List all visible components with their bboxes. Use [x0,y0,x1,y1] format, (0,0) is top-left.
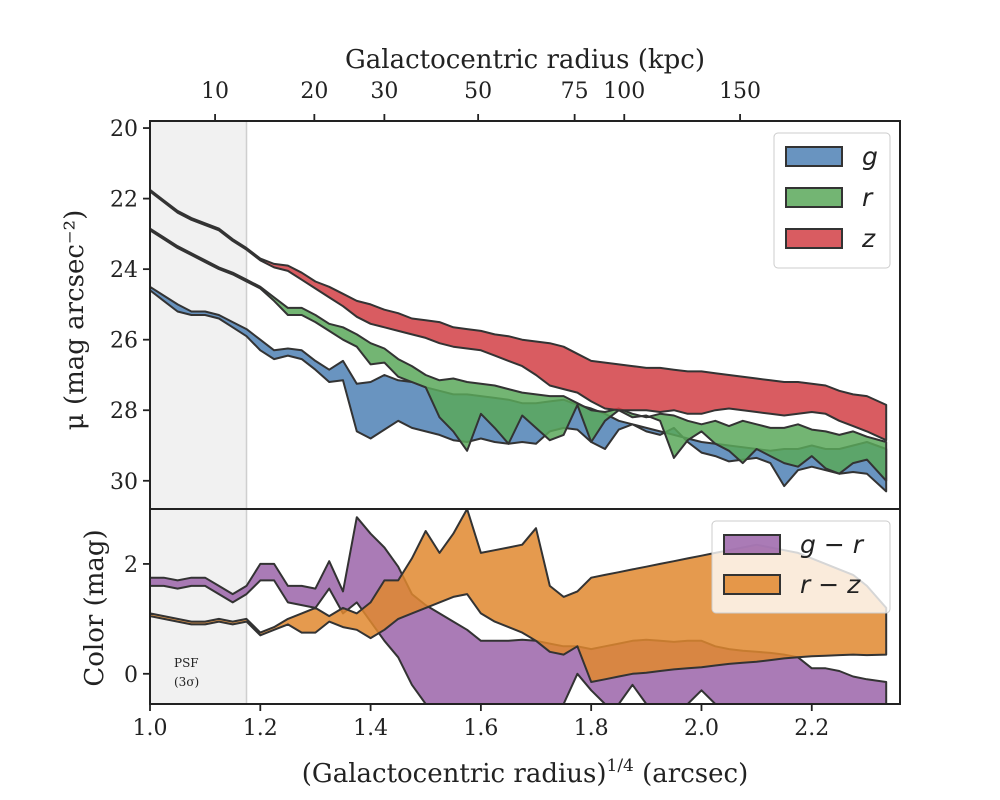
bottom-yticks: 02 [124,553,150,688]
band-r [150,227,888,482]
bottom-ylabel: Color (mag) [80,529,110,686]
xtick-label: 1.0 [133,716,168,741]
top-ylabel: μ (mag arcsec⁻²) [60,210,90,430]
bottom-legend: g − r r − z [711,520,891,614]
ytick-label: 22 [110,188,138,213]
legend-label-r_minus_z: r − z [800,570,861,599]
top-secondary-xticks: 10 20 30 50 75 100 150 [201,79,761,121]
psf-region-bottom [150,509,248,704]
ytick-label: 0 [124,663,138,688]
top-xtick-label: 10 [201,79,229,104]
top-xtick-label: 30 [370,79,398,104]
bottom-panel-frame [149,508,901,705]
band-r_minus_z [150,509,888,683]
xtick-label: 1.6 [463,716,498,741]
ytick-label: 20 [110,117,138,142]
xtick-label: 1.4 [353,716,388,741]
legend-label-g_minus_r: g − r [800,530,865,559]
psf-shade [150,509,247,704]
xtick-label: 1.8 [574,716,609,741]
xtick-label: 1.2 [243,716,278,741]
legend-label-r: r [862,183,874,212]
bottom-xlabel: (Galactocentric radius)1/4 (arcsec) [302,756,748,789]
bottom-bands [150,509,888,704]
legend-swatch-g_minus_r [723,534,781,555]
top-legend: grz [773,132,891,269]
legend-swatch-z [785,228,843,249]
band-g [150,285,888,493]
ytick-label: 24 [110,258,138,283]
xtick-label: 2.2 [794,716,829,741]
psf-label-line2: (3σ) [174,675,199,689]
legend-label-g: g [862,142,878,171]
ytick-label: 28 [110,399,138,424]
legend-swatch-r [785,187,843,208]
psf-label-line1: PSF [174,656,199,670]
top-xtick-label: 75 [561,79,589,104]
legend-swatch-r_minus_z [723,574,781,595]
bottom-xticks: 1.0 1.2 1.4 1.6 1.8 2.0 2.2 [133,704,829,741]
legend-swatch-g [785,146,843,167]
top-xtick-label: 100 [603,79,645,104]
ytick-label: 26 [110,329,138,354]
band-z [150,188,888,442]
top-xtick-label: 50 [464,79,492,104]
top-xtick-label: 20 [300,79,328,104]
top-bands [150,188,888,493]
top-secondary-xlabel: Galactocentric radius (kpc) [345,45,705,75]
ytick-label: 30 [110,470,138,495]
legend-label-z: z [861,224,876,253]
top-yticks: 20 22 24 26 28 30 [110,117,150,495]
ytick-label: 2 [124,553,138,578]
top-xtick-label: 150 [719,79,761,104]
xtick-label: 2.0 [684,716,719,741]
